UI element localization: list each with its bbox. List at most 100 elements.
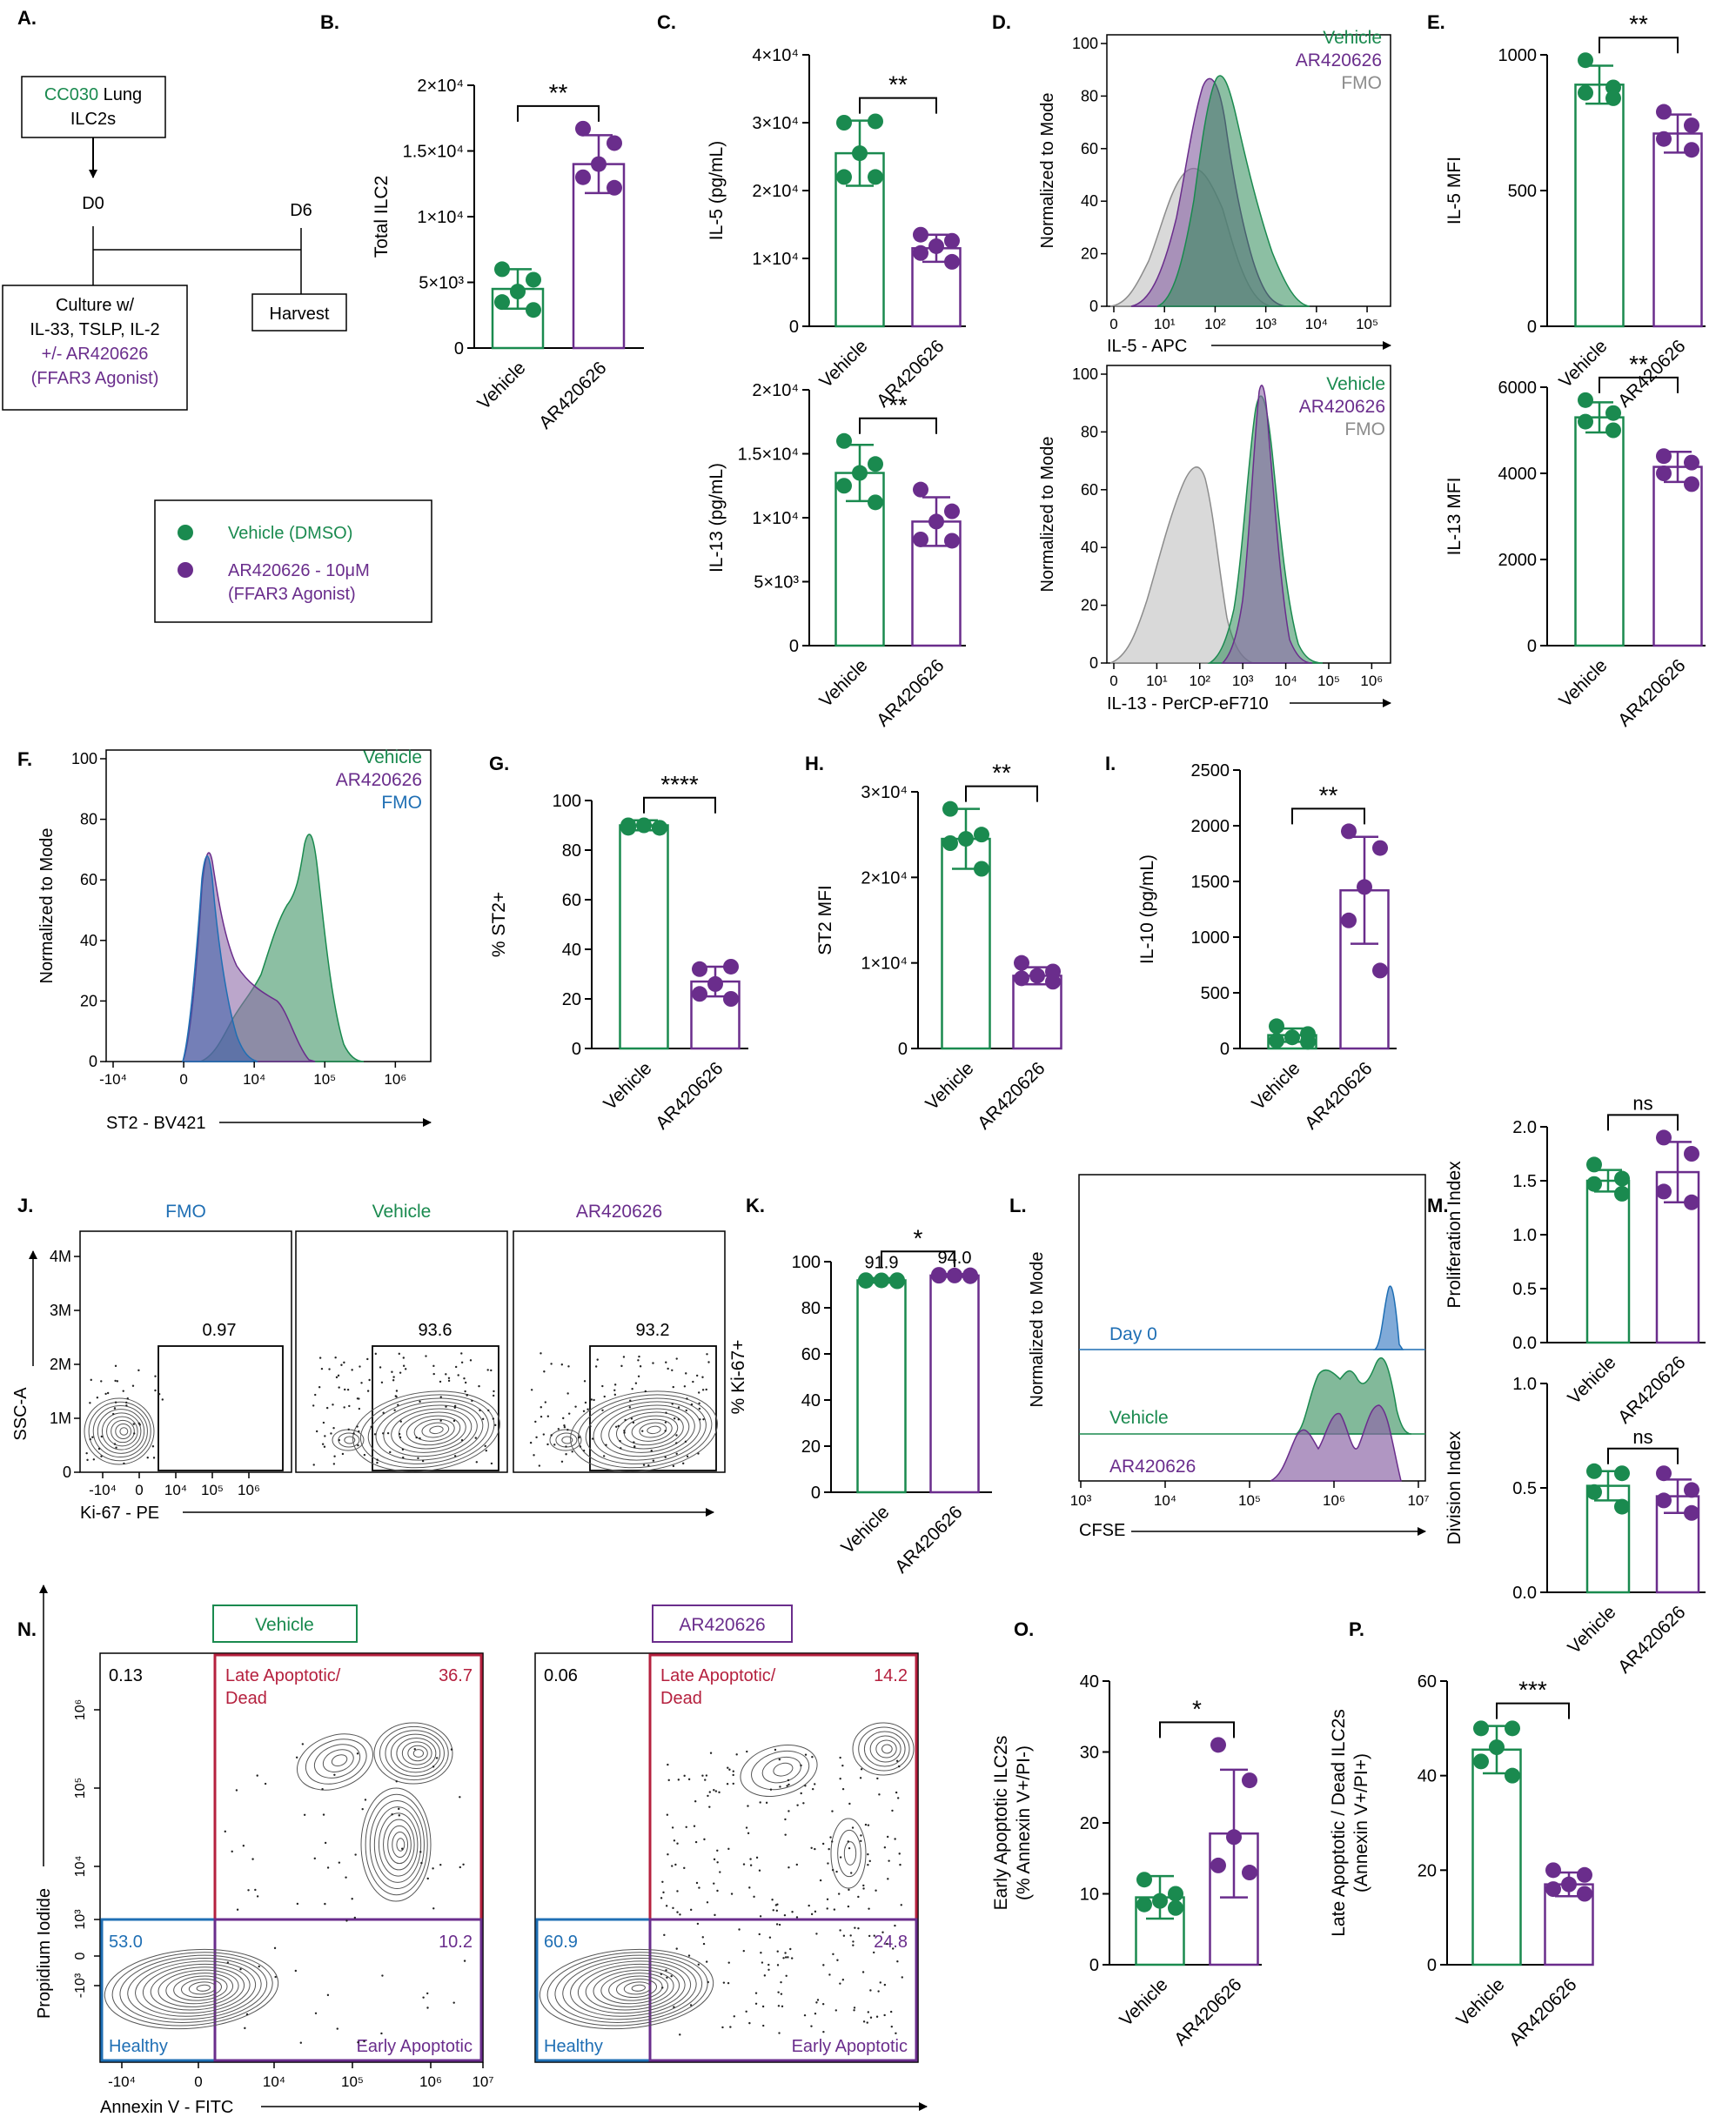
flow-J-event bbox=[376, 1461, 379, 1464]
data-point bbox=[962, 1268, 978, 1284]
flow-N-event bbox=[869, 1989, 872, 1992]
significance-label: ** bbox=[888, 71, 908, 98]
data-point bbox=[1168, 1899, 1183, 1916]
flow-J-event bbox=[454, 1365, 458, 1369]
cfse-x-tick-label: 10⁶ bbox=[1323, 1492, 1345, 1509]
flow-N-event bbox=[732, 1773, 734, 1777]
significance-bracket bbox=[881, 1250, 955, 1268]
hist-D-top-y-tick-label: 60 bbox=[1081, 140, 1098, 157]
flow-N-event bbox=[771, 1899, 774, 1901]
cfse-row-vehicle: Vehicle bbox=[1109, 1408, 1169, 1428]
flow-N-event bbox=[697, 1963, 700, 1966]
flow-J-x-tick-label: 10⁶ bbox=[238, 1482, 260, 1498]
bar-charts: 0 5×10³ 1×10⁴ 1.5×10⁴ 2×10⁴ Total ILC2 Vehicle… bbox=[372, 10, 1706, 2050]
flow-N-event bbox=[679, 1913, 681, 1916]
flow-N-event bbox=[258, 1965, 260, 1968]
bar-chart-I: 0 500 1000 1500 2000 2500 IL-10 (pg/mL) Vehicle… bbox=[1137, 761, 1397, 1134]
flow-J-event bbox=[386, 1431, 390, 1435]
flow-J-event bbox=[705, 1388, 707, 1391]
flow-J-event bbox=[346, 1388, 350, 1391]
flow-J-event bbox=[673, 1417, 676, 1420]
data-point bbox=[1578, 84, 1593, 101]
x-tick-label: Vehicle bbox=[1564, 1602, 1619, 1658]
flow-J-contour bbox=[549, 1429, 582, 1451]
significance-bracket bbox=[1607, 1447, 1679, 1464]
flow-N-contour bbox=[383, 1819, 415, 1871]
hist-D-bot-legend-ar: AR420626 bbox=[1299, 397, 1385, 417]
flow-N-event bbox=[760, 1952, 762, 1954]
flow-N-contour bbox=[593, 1969, 674, 2007]
flow-N-contour bbox=[188, 1981, 217, 1995]
data-point bbox=[1605, 422, 1621, 439]
flow-N-event bbox=[703, 1838, 706, 1841]
flow-J-event bbox=[567, 1365, 570, 1368]
flow-J-event bbox=[641, 1430, 644, 1432]
significance-bracket bbox=[859, 97, 937, 114]
flow-J-event bbox=[154, 1389, 157, 1392]
y-tick-label: 2500 bbox=[1191, 761, 1230, 780]
flow-J-event bbox=[404, 1368, 407, 1370]
flow-N-event bbox=[236, 1908, 239, 1911]
flow-J-event bbox=[589, 1425, 592, 1428]
y-tick-label: 40 bbox=[562, 941, 581, 960]
flow-N-event bbox=[707, 1980, 709, 1984]
flow-J-event bbox=[596, 1358, 599, 1361]
flow-N-event bbox=[875, 1889, 877, 1892]
flow-J-event bbox=[701, 1389, 705, 1391]
data-point bbox=[1586, 1463, 1602, 1479]
flow-J-event bbox=[695, 1374, 699, 1377]
hist-F-y-tick-label: 20 bbox=[80, 992, 97, 1009]
flow-N-event bbox=[732, 1782, 734, 1785]
flow-J-event bbox=[665, 1361, 667, 1363]
flow-J-event bbox=[334, 1357, 337, 1359]
flow-N-event bbox=[398, 1807, 400, 1811]
flow-J-event bbox=[457, 1374, 459, 1377]
data-point bbox=[1300, 1034, 1316, 1050]
x-tick-label: Vehicle bbox=[473, 358, 529, 413]
flow-J-frame bbox=[79, 1230, 292, 1473]
hist-D-top-y-tick-label: 0 bbox=[1089, 298, 1098, 315]
data-point bbox=[868, 169, 883, 185]
data-point bbox=[858, 1272, 874, 1289]
y-axis-title: Proliferation Index bbox=[1444, 1161, 1465, 1309]
flow-J-event bbox=[692, 1380, 694, 1383]
x-tick-label: AR420626 bbox=[1505, 1974, 1580, 2049]
flow-N-event bbox=[814, 1847, 816, 1851]
data-point bbox=[874, 1272, 889, 1289]
flow-N-event bbox=[709, 1752, 713, 1754]
x-tick-label: Vehicle bbox=[1452, 1974, 1508, 2030]
hist-D-bot-y-tick-label: 60 bbox=[1081, 481, 1098, 499]
flow-J-event bbox=[682, 1462, 685, 1465]
flow-J-event bbox=[486, 1369, 489, 1371]
flow-N-event bbox=[735, 1753, 738, 1756]
flow-N-event bbox=[854, 1926, 856, 1929]
flow-J-event bbox=[591, 1437, 594, 1440]
panel-label-E: E. bbox=[1427, 11, 1445, 33]
hist-F-x-tick-label: -10⁴ bbox=[99, 1071, 127, 1088]
flow-N-event bbox=[815, 2001, 818, 2004]
flow-N-event bbox=[810, 1913, 814, 1916]
y-tick-label: 60 bbox=[801, 1345, 821, 1364]
flow-N-x-tick-label: 10⁵ bbox=[341, 2073, 364, 2090]
flow-N-x-tick-label: 10⁷ bbox=[472, 2073, 493, 2090]
hist-D-bot-x-tick-label: 10³ bbox=[1232, 673, 1254, 689]
day6-label: D6 bbox=[290, 201, 312, 220]
flow-N-event bbox=[231, 1850, 233, 1853]
flow-J-event bbox=[332, 1404, 334, 1406]
data-point bbox=[1656, 466, 1672, 481]
cfse-ylabel: Normalized to Mode bbox=[1028, 1252, 1047, 1408]
flow-N-event bbox=[761, 2005, 765, 2008]
legend-ar-label: AR420626 - 10μM bbox=[228, 561, 370, 580]
flow-J-event bbox=[617, 1424, 620, 1428]
flow-N-contour bbox=[396, 1838, 406, 1852]
flow-N-event bbox=[363, 2040, 365, 2043]
flow-J-event bbox=[631, 1388, 633, 1390]
flow-N-contour bbox=[150, 1966, 245, 2011]
y-tick-label: 500 bbox=[1508, 182, 1537, 201]
data-point bbox=[723, 958, 739, 975]
data-point bbox=[1656, 104, 1672, 120]
flow-N-event bbox=[839, 1756, 841, 1759]
flow-N-event bbox=[687, 1778, 691, 1781]
flow-J-event bbox=[113, 1407, 117, 1410]
